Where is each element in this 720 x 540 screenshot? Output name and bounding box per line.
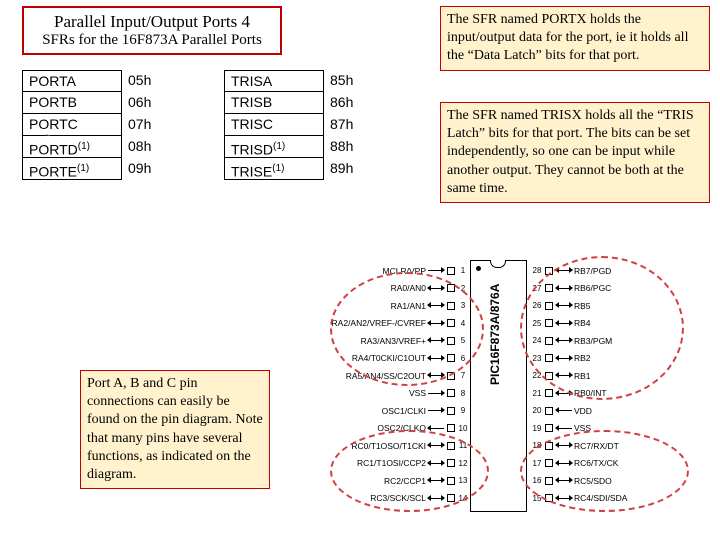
pin-number: 1: [456, 266, 470, 275]
sfr-addr: 06h: [122, 92, 174, 114]
pin-box: [447, 389, 455, 397]
pin1-dot: [476, 266, 481, 271]
highlight-portb: [520, 256, 684, 400]
sfr-table-port: PORTA05hPORTB06hPORTC07hPORTD(1)08hPORTE…: [22, 70, 174, 180]
pin-row: 20 VDD: [530, 402, 592, 419]
table-row: TRISE(1)89h: [224, 158, 376, 180]
pin-label: VSS: [409, 388, 426, 398]
sfr-addr: 89h: [324, 158, 376, 180]
pin-label: OSC1/CLKI: [382, 406, 426, 416]
sfr-addr: 07h: [122, 114, 174, 136]
pin-box: [447, 267, 455, 275]
pin-number: 8: [456, 389, 470, 398]
pin-arrow: [556, 410, 572, 411]
sfr-name: PORTA: [22, 70, 122, 92]
highlight-porta: [330, 272, 484, 386]
pin-box: [545, 407, 553, 415]
pin-arrow: [428, 270, 444, 271]
pin-number: 9: [456, 406, 470, 415]
pin-arrow: [428, 428, 444, 429]
sfr-name: TRISB: [224, 92, 324, 114]
trisx-description: The SFR named TRISX holds all the “TRIS …: [440, 102, 710, 203]
sfr-name: TRISC: [224, 114, 324, 136]
table-row: TRISC87h: [224, 114, 376, 136]
sfr-addr: 85h: [324, 70, 376, 92]
sfr-addr: 86h: [324, 92, 376, 114]
pin-box: [447, 407, 455, 415]
sfr-tables: ~ PORTA05hPORTB06hPORTC07hPORTD(1)08hPOR…: [22, 70, 376, 180]
table-gap-marker: ~: [45, 130, 50, 140]
pin-arrow: [556, 428, 572, 429]
pin-row: OSC1/CLKI 9: [382, 402, 470, 419]
pin-label: VDD: [574, 406, 592, 416]
title-box: Parallel Input/Output Ports 4 SFRs for t…: [22, 6, 282, 55]
pin-number: 7: [456, 371, 470, 380]
pin-number: 19: [530, 424, 544, 433]
sfr-addr: 88h: [324, 136, 376, 158]
sfr-addr: 08h: [122, 136, 174, 158]
table-row: TRISA85h: [224, 70, 376, 92]
chip-name: PIC16F873A/876A: [488, 284, 502, 385]
title-line1: Parallel Input/Output Ports 4: [30, 12, 274, 32]
sfr-name: TRISD(1): [224, 136, 324, 158]
pin-arrow: [428, 410, 444, 411]
table-row: PORTB06h: [22, 92, 174, 114]
table-row: PORTE(1)09h: [22, 158, 174, 180]
table-row: TRISD(1)88h: [224, 136, 376, 158]
pin-number: 21: [530, 389, 544, 398]
pin-number: 10: [456, 424, 470, 433]
portx-description: The SFR named PORTX holds the input/outp…: [440, 6, 710, 71]
pin-number: 20: [530, 406, 544, 415]
pin-box: [447, 424, 455, 432]
pin-row: VSS 8: [409, 385, 470, 402]
sfr-addr: 05h: [122, 70, 174, 92]
sfr-addr: 87h: [324, 114, 376, 136]
pin-number: 28: [530, 266, 544, 275]
pin-diagram: PIC16F873A/876A MCLR/VPP1RA0/AN02RA1/AN1…: [300, 250, 700, 530]
sfr-addr: 09h: [122, 158, 174, 180]
title-line2: SFRs for the 16F873A Parallel Ports: [30, 32, 274, 49]
sfr-name: PORTB: [22, 92, 122, 114]
sfr-name: PORTD(1): [22, 136, 122, 158]
sfr-name: TRISA: [224, 70, 324, 92]
sfr-table-tris: TRISA85hTRISB86hTRISC87hTRISD(1)88hTRISE…: [224, 70, 376, 180]
sfr-name: PORTE(1): [22, 158, 122, 180]
sfr-name: TRISE(1): [224, 158, 324, 180]
highlight-portc-right: [520, 430, 689, 512]
pin-box: [545, 424, 553, 432]
table-row: TRISB86h: [224, 92, 376, 114]
pin-arrow: [428, 393, 444, 394]
pin-note: Port A, B and C pin connections can easi…: [80, 370, 270, 489]
highlight-portc-left: [330, 430, 489, 512]
pin-box: [545, 389, 553, 397]
table-row: PORTA05h: [22, 70, 174, 92]
sfr-name: PORTC: [22, 114, 122, 136]
